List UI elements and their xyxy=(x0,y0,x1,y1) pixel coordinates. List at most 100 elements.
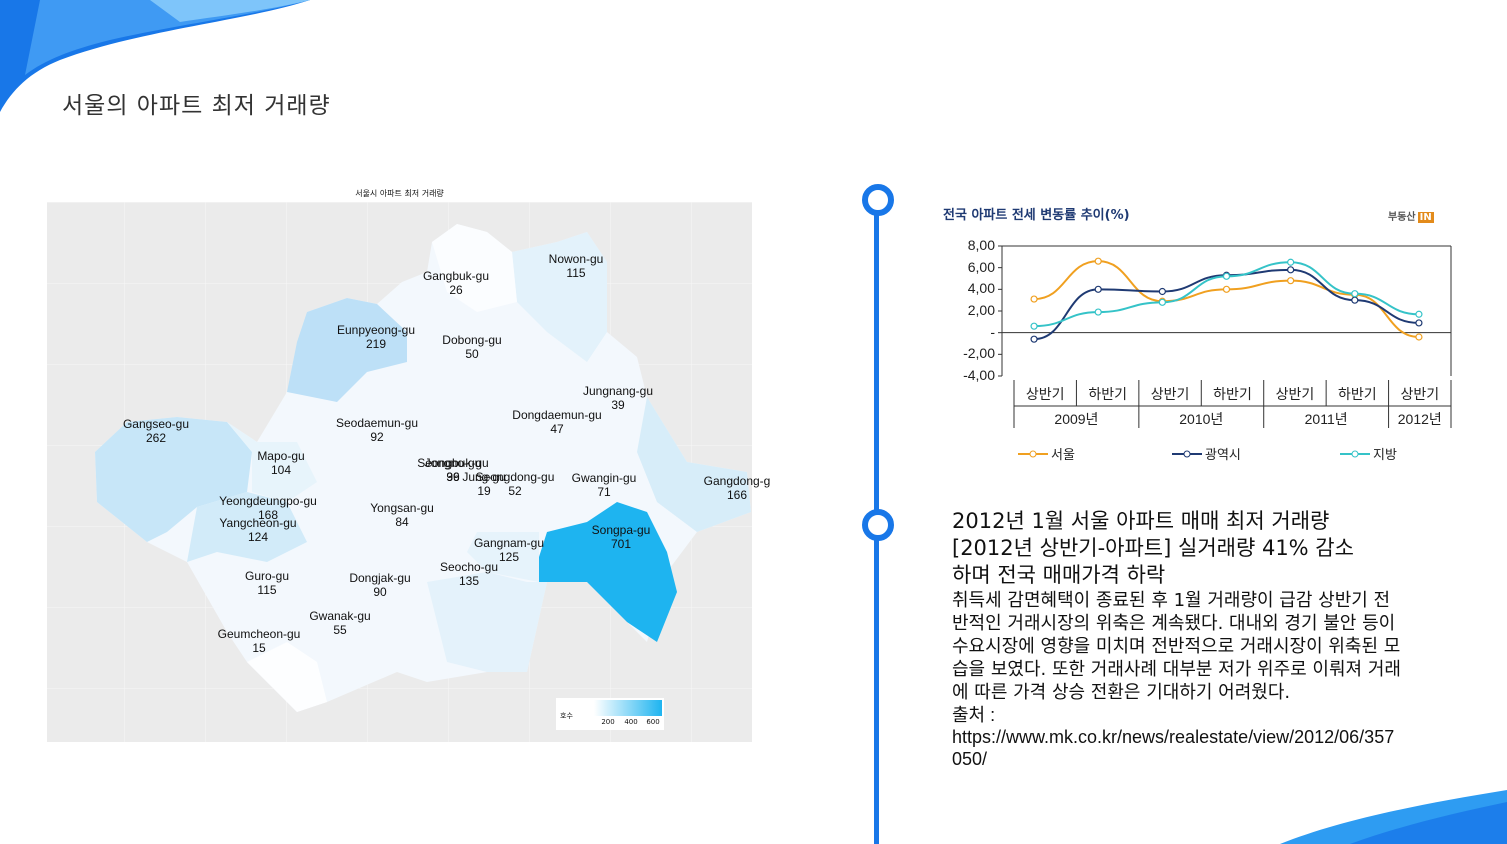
district-shape-songpa xyxy=(539,502,677,642)
district-name: Gwangin-gu xyxy=(571,471,637,485)
series-point xyxy=(1287,266,1295,274)
district-label: Geumcheon-gu 15 xyxy=(218,627,301,655)
legend-swatch xyxy=(1340,450,1370,457)
x-tick-label: 하반기 xyxy=(1088,386,1127,402)
series-point xyxy=(1287,277,1295,285)
district-name: Seocho-gu xyxy=(439,560,499,574)
district-label: Yeongdeungpo-gu 168 xyxy=(219,494,317,522)
district-value: 115 xyxy=(257,583,277,597)
y-tick-label: -4,00 xyxy=(963,367,995,383)
source-label: 출처 : xyxy=(952,705,996,725)
legend-label: 광역시 xyxy=(1205,448,1241,463)
brand-text: 부동산 xyxy=(1388,212,1416,223)
district-shape-yeongdeungpo xyxy=(187,492,307,562)
y-tick-label: -2,00 xyxy=(963,345,995,362)
district-name: Guro-gu xyxy=(244,569,290,583)
legend-color-bar xyxy=(594,700,662,716)
district-value: 36 xyxy=(446,470,460,484)
district-label: Jungnang-gu 39 xyxy=(583,384,653,412)
x-tick-label: 하반기 xyxy=(1338,386,1377,402)
series-point xyxy=(1222,272,1231,280)
legend-label: 지방 xyxy=(1373,448,1397,463)
legend-label: 서울 xyxy=(1051,448,1075,463)
district-value: 262 xyxy=(145,431,167,445)
district-name: Eunpyeong-gu xyxy=(336,323,416,337)
district-label: Gangnam-gu 125 xyxy=(474,536,544,564)
district-name: Gangdong-g xyxy=(703,474,771,488)
corner-wave-decoration xyxy=(0,0,310,112)
legend-item: 광역시 xyxy=(1172,444,1241,463)
district-value: 92 xyxy=(370,430,384,444)
district-label: Dongjak-gu 90 xyxy=(349,571,410,599)
district-value: 19 xyxy=(477,484,491,498)
y-tick-label: - xyxy=(990,323,995,340)
district-name: Gangseo-gu xyxy=(122,417,190,431)
series-point xyxy=(1030,322,1038,330)
district-label: Seocho-gu 135 xyxy=(440,560,498,588)
district-label: Jung-gu 19 xyxy=(462,470,505,498)
district-value: 71 xyxy=(597,485,611,499)
district-value: 219 xyxy=(365,337,387,351)
x-tick-label: 하반기 xyxy=(1213,386,1252,402)
x-group-label: 2009년 xyxy=(1054,411,1099,427)
legend-title: 호수 xyxy=(560,712,573,720)
district-label: Yangcheon-gu 124 xyxy=(219,516,296,544)
legend-item: 서울 xyxy=(1018,444,1075,463)
map-legend: 호수 200 400 600 xyxy=(556,698,664,730)
series-point xyxy=(1030,295,1038,303)
x-tick-label: 상반기 xyxy=(1275,386,1315,402)
jeonse-change-chart: 전국 아파트 전세 변동률 추이(%) 부동산 IN 8,00 6,00 4,00 2,… xyxy=(936,198,1456,468)
district-label: Dobong-gu 50 xyxy=(442,333,501,361)
district-name: Seodaemun-gu xyxy=(335,416,419,430)
district-shape-mapo xyxy=(227,422,317,502)
x-group-label: 2010년 xyxy=(1179,411,1224,427)
map-shapes xyxy=(47,202,752,742)
district-label: Gangbuk-gu 26 xyxy=(423,269,489,297)
district-label: Dongdaemun-gu 47 xyxy=(512,408,601,436)
district-name: Yangcheon-gu xyxy=(219,516,297,530)
legend-tick: 600 xyxy=(646,718,660,726)
article-text: 2012년 1월 서울 아파트 매매 최저 거래량 [2012년 상반기-아파트… xyxy=(952,508,1402,770)
chart-brand-logo: 부동산 IN xyxy=(1388,208,1434,223)
district-value: 26 xyxy=(449,283,463,297)
legend-swatch xyxy=(1018,450,1048,457)
timeline-node xyxy=(862,509,894,541)
district-value: 90 xyxy=(373,585,387,599)
series-point xyxy=(1351,290,1359,298)
district-value: 84 xyxy=(395,515,409,529)
article-headline: 2012년 1월 서울 아파트 매매 최저 거래량 [2012년 상반기-아파트… xyxy=(952,508,1402,589)
map-title: 서울시 아파트 최저 거래량 xyxy=(355,189,444,198)
district-label: Guro-gu 115 xyxy=(245,569,289,597)
district-label: Gangseo-gu 262 xyxy=(123,417,189,445)
district-value: 125 xyxy=(498,550,520,564)
series-point xyxy=(1094,308,1102,316)
slide-title: 서울의 아파트 최저 거래량 xyxy=(62,93,331,119)
district-name: Gangnam-gu xyxy=(473,536,545,550)
y-tick-label: 8,00 xyxy=(967,237,995,253)
district-value: 55 xyxy=(333,623,347,637)
corner-wave-decoration-bottom xyxy=(1280,790,1507,844)
timeline-node xyxy=(862,184,894,216)
series-line xyxy=(1034,268,1419,341)
district-name: Nowon-gu xyxy=(548,252,604,266)
district-name: Dongjak-gu xyxy=(349,571,411,585)
district-label: Seongdong-gu 52 xyxy=(476,470,555,498)
x-group-label: 2012년 xyxy=(1397,411,1442,427)
district-value: 168 xyxy=(257,508,279,522)
district-shape-gangseo xyxy=(95,417,252,542)
district-value: 124 xyxy=(247,530,269,544)
legend-tick: 400 xyxy=(624,718,638,726)
district-name: Seongbuk-gu xyxy=(417,456,489,470)
district-value: 47 xyxy=(550,422,564,436)
district-label: Gangdong-g 166 xyxy=(704,474,771,502)
district-value: 104 xyxy=(270,463,292,477)
series-point xyxy=(1158,298,1166,306)
district-label: Gwangin-gu 71 xyxy=(572,471,637,499)
district-label: Songpa-gu 701 xyxy=(592,523,651,551)
y-tick-label: 2,00 xyxy=(967,302,995,318)
district-name: Mapo-gu xyxy=(257,449,305,463)
x-group-label: 2011년 xyxy=(1304,411,1348,427)
district-value: 135 xyxy=(458,574,480,588)
district-shape-nowon xyxy=(512,232,607,362)
district-shape-geumcheon xyxy=(247,642,327,712)
